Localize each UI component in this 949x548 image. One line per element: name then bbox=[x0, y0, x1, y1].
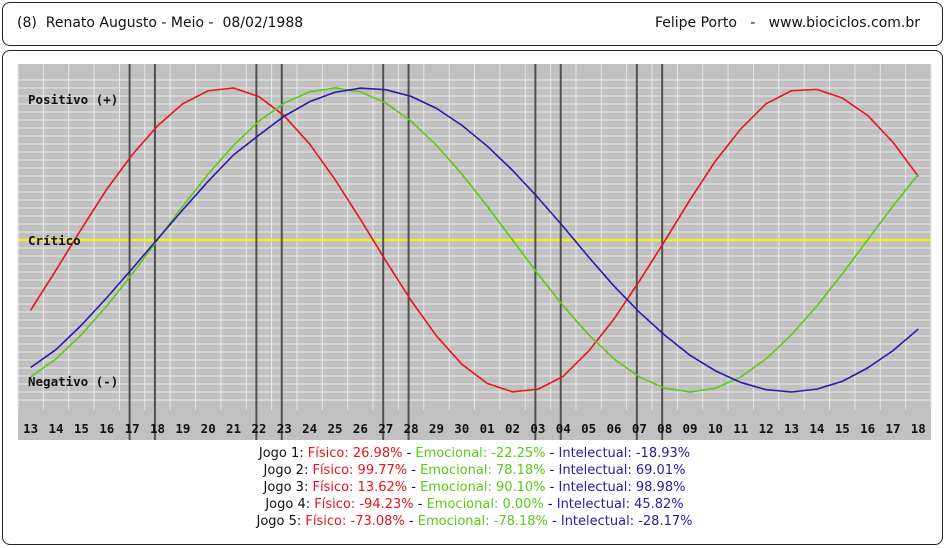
x-tick-label: 01 bbox=[480, 421, 495, 436]
x-tick-label: 22 bbox=[251, 421, 266, 436]
x-tick-label: 13 bbox=[784, 421, 799, 436]
x-tick-label: 16 bbox=[860, 421, 875, 436]
legend-emocional-value: Emocional: -78.18% bbox=[417, 514, 548, 529]
legend-intelectual-value: Intelectual: 98.98% bbox=[558, 480, 686, 495]
x-tick-label: 18 bbox=[150, 421, 165, 436]
legend-intelectual-value: Intelectual: 45.82% bbox=[556, 497, 684, 512]
legend-fisico-value: Físico: 13.62% bbox=[312, 480, 408, 495]
legend-row-jogo-4: Jogo 4: Físico: -94.23% - Emocional: 0.0… bbox=[0, 496, 949, 513]
x-tick-label: 14 bbox=[49, 421, 64, 436]
legend-fisico-value: Físico: 99.77% bbox=[312, 463, 408, 478]
legend-game-label: Jogo 3: bbox=[263, 480, 313, 495]
x-tick-label: 03 bbox=[530, 421, 545, 436]
level-label-critical: Crítico bbox=[28, 233, 81, 248]
x-tick-label: 28 bbox=[404, 421, 419, 436]
header-box: (8) Renato Augusto - Meio - 08/02/1988 F… bbox=[2, 2, 943, 46]
legend-emocional-value: Emocional: -22.25% bbox=[415, 446, 546, 461]
legend-intelectual-value: Intelectual: -18.93% bbox=[558, 446, 691, 461]
legend-separator: - bbox=[413, 497, 427, 512]
x-tick-label: 07 bbox=[632, 421, 647, 436]
series-emocional-line bbox=[30, 87, 919, 393]
game-legend: Jogo 1: Físico: 26.98% - Emocional: -22.… bbox=[0, 445, 949, 530]
x-tick-label: 29 bbox=[429, 421, 444, 436]
legend-row-jogo-3: Jogo 3: Físico: 13.62% - Emocional: 90.1… bbox=[0, 479, 949, 496]
legend-row-jogo-1: Jogo 1: Físico: 26.98% - Emocional: -22.… bbox=[0, 445, 949, 462]
legend-emocional-value: Emocional: 78.18% bbox=[420, 463, 546, 478]
legend-emocional-value: Emocional: 0.00% bbox=[426, 497, 544, 512]
x-tick-label: 14 bbox=[809, 421, 824, 436]
x-tick-label: 16 bbox=[99, 421, 114, 436]
x-tick-label: 21 bbox=[226, 421, 241, 436]
x-tick-label: 12 bbox=[759, 421, 774, 436]
legend-fisico-value: Físico: -94.23% bbox=[314, 497, 414, 512]
legend-intelectual-value: Intelectual: 69.01% bbox=[558, 463, 686, 478]
legend-fisico-value: Físico: -73.08% bbox=[305, 514, 405, 529]
x-tick-label: 15 bbox=[74, 421, 89, 436]
legend-fisico-value: Físico: 26.98% bbox=[307, 446, 403, 461]
x-tick-label: 26 bbox=[353, 421, 368, 436]
x-tick-label: 30 bbox=[454, 421, 469, 436]
x-tick-label: 13 bbox=[23, 421, 38, 436]
x-tick-label: 25 bbox=[327, 421, 342, 436]
x-tick-label: 19 bbox=[175, 421, 190, 436]
x-tick-label: 18 bbox=[911, 421, 926, 436]
series-fisico-line bbox=[30, 87, 919, 393]
legend-emocional-value: Emocional: 90.10% bbox=[420, 480, 546, 495]
x-tick-label: 04 bbox=[556, 421, 571, 436]
x-tick-label: 20 bbox=[201, 421, 216, 436]
legend-game-label: Jogo 1: bbox=[258, 446, 308, 461]
author-site: Felipe Porto - www.biociclos.com.br bbox=[654, 15, 920, 31]
x-tick-label: 02 bbox=[505, 421, 520, 436]
legend-game-label: Jogo 2: bbox=[263, 463, 313, 478]
series-intelectual-line bbox=[30, 87, 919, 393]
athlete-info: (8) Renato Augusto - Meio - 08/02/1988 bbox=[17, 15, 304, 31]
x-tick-label: 06 bbox=[606, 421, 621, 436]
x-tick-label: 17 bbox=[125, 421, 140, 436]
legend-separator: - bbox=[404, 514, 418, 529]
legend-separator: - bbox=[543, 497, 557, 512]
legend-separator: - bbox=[407, 463, 421, 478]
legend-separator: - bbox=[545, 446, 559, 461]
x-tick-label: 23 bbox=[277, 421, 292, 436]
level-label-negative: Negativo (-) bbox=[28, 374, 118, 389]
legend-game-label: Jogo 4: bbox=[265, 497, 315, 512]
legend-separator: - bbox=[407, 480, 421, 495]
x-tick-label: 08 bbox=[657, 421, 672, 436]
x-tick-label: 05 bbox=[581, 421, 596, 436]
x-tick-label: 11 bbox=[733, 421, 748, 436]
tick-strip bbox=[18, 412, 931, 440]
x-tick-label: 15 bbox=[835, 421, 850, 436]
legend-separator: - bbox=[545, 480, 559, 495]
x-tick-label: 24 bbox=[302, 421, 317, 436]
legend-game-label: Jogo 5: bbox=[256, 514, 306, 529]
x-tick-label: 10 bbox=[708, 421, 723, 436]
legend-row-jogo-5: Jogo 5: Físico: -73.08% - Emocional: -78… bbox=[0, 513, 949, 530]
legend-separator: - bbox=[402, 446, 416, 461]
level-label-positive: Positivo (+) bbox=[28, 92, 118, 107]
x-tick-label: 09 bbox=[683, 421, 698, 436]
x-tick-label: 27 bbox=[378, 421, 393, 436]
legend-separator: - bbox=[547, 514, 561, 529]
legend-separator: - bbox=[545, 463, 559, 478]
legend-row-jogo-2: Jogo 2: Físico: 99.77% - Emocional: 78.1… bbox=[0, 462, 949, 479]
x-tick-label: 17 bbox=[885, 421, 900, 436]
legend-intelectual-value: Intelectual: -28.17% bbox=[560, 514, 693, 529]
